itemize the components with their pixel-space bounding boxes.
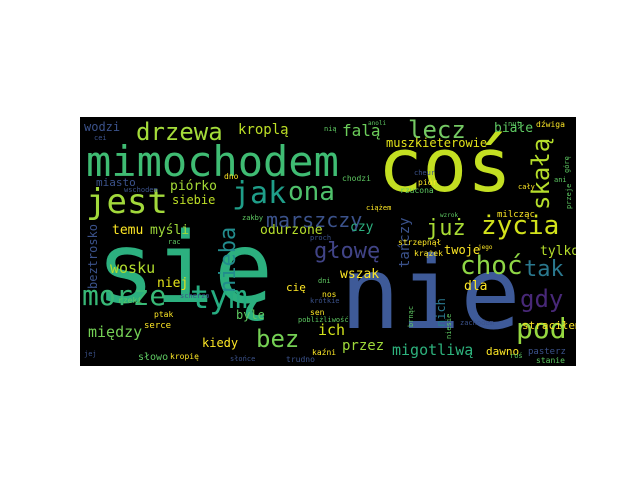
word-nie: nie xyxy=(340,235,521,352)
word-kropla: kroplą xyxy=(238,122,289,138)
word-pior: piór xyxy=(418,178,438,187)
word-cei: cei xyxy=(94,134,107,142)
word-tak: tak xyxy=(524,257,564,282)
word-siebie: siebie xyxy=(172,193,216,207)
word-nut: nut xyxy=(508,120,521,128)
word-wzrok: wzrok xyxy=(440,212,459,219)
word-przeje: przeje xyxy=(565,183,573,209)
word-serce: serce xyxy=(144,321,172,331)
word-tym: tym xyxy=(190,278,248,316)
word-migotliwa: migotliwą xyxy=(392,341,474,359)
word-pod: pod xyxy=(516,312,567,345)
word-temu: temu xyxy=(112,223,144,238)
word-chocc: choć xyxy=(460,251,523,281)
word-anoli: anoli xyxy=(368,120,387,127)
word-miasto: miasto xyxy=(96,176,136,189)
word-stanie: stanie xyxy=(536,356,565,365)
word-kiedy: kiedy xyxy=(202,336,239,350)
word-czy: czy xyxy=(350,220,374,235)
word-proch: proch xyxy=(310,234,332,242)
word-pasterz: pasterz xyxy=(528,347,566,357)
word-dni: dni xyxy=(318,277,331,285)
word-dzwiga: dźwiga xyxy=(536,120,565,129)
word-skala: skałą xyxy=(527,137,555,210)
word-jego: jego xyxy=(478,244,493,251)
word-nieba: nieba xyxy=(216,226,241,293)
word-cie: cię xyxy=(286,281,306,294)
word-mysli: myśli xyxy=(150,223,190,238)
word-slonce: słońce xyxy=(230,355,256,363)
word-wschodem: wschodem xyxy=(124,186,158,194)
word-biale: białe xyxy=(494,121,534,136)
word-ptak: ptak xyxy=(154,310,174,319)
word-fala: falą xyxy=(342,121,381,140)
word-jak: jak xyxy=(232,176,287,211)
word-zycia: życia xyxy=(481,211,560,241)
word-ich: ich xyxy=(318,321,346,339)
word-wodzi: wodzi xyxy=(84,120,121,134)
word-ciazem: ciążem xyxy=(366,204,392,212)
word-twoje: twoje xyxy=(444,243,481,257)
word-juz: już xyxy=(426,216,466,241)
word-ani: ani xyxy=(554,176,567,184)
word-jej: jej xyxy=(84,350,97,358)
word-krazek: krążek xyxy=(414,249,443,258)
word-nia: nią xyxy=(324,125,337,133)
word-milczac: milcząc xyxy=(497,210,535,220)
word-ros: roś xyxy=(510,352,523,360)
word-caly: cały xyxy=(518,183,535,191)
word-przez: przez xyxy=(342,338,385,354)
word-jest: jest xyxy=(86,182,168,222)
word-niesie: niesie xyxy=(445,313,453,339)
word-bez: bez xyxy=(256,325,300,353)
word-kropie: kropię xyxy=(170,352,199,361)
word-zakby: zakby xyxy=(242,214,264,222)
word-gore: górę xyxy=(563,156,571,173)
word-nos: nos xyxy=(322,290,337,299)
word-drzewa: drzewa xyxy=(136,118,223,146)
word-odurzone: odurzone xyxy=(260,223,323,238)
word-rzeki: rzeki xyxy=(118,296,143,305)
word-wosku: wosku xyxy=(110,259,156,277)
word-mimochodem: mimochodem xyxy=(86,137,339,186)
word-cheur: cheur xyxy=(414,169,436,177)
word-ona: ona xyxy=(288,177,335,207)
word-sie: się xyxy=(96,212,274,326)
word-beztrosko: beztrosko xyxy=(86,223,100,289)
word-gdy: gdy xyxy=(520,285,564,313)
word-strzepnal: strzepnął xyxy=(398,238,442,247)
word-marszczy: marszczy xyxy=(266,208,363,232)
word-tylko: tylko xyxy=(540,244,576,259)
word-dla: dla xyxy=(464,279,488,294)
word-morze: morze xyxy=(82,279,167,312)
word-rac: rac xyxy=(168,238,181,246)
word-wszak: wszak xyxy=(340,267,380,282)
word-dawno: dawno xyxy=(486,345,520,358)
word-zachodem: zachodem xyxy=(460,319,494,327)
word-piorko: piórko xyxy=(170,179,217,194)
word-cos: coś xyxy=(378,123,512,209)
word-glowe: głowę xyxy=(314,239,381,264)
word-byle: byle xyxy=(236,308,265,322)
word-kazni: kaźni xyxy=(312,348,337,357)
word-scherzo: scherzo xyxy=(180,292,210,300)
word-stracilem: straciłem xyxy=(522,319,576,332)
word-krotkie: krótkie xyxy=(310,297,340,305)
word-brnac: brnąc xyxy=(407,305,415,327)
word-niej: niej xyxy=(157,276,189,291)
word-miedzy: między xyxy=(88,323,143,341)
word-sen: sen xyxy=(310,308,325,317)
word-pobliz: pobliżliwość xyxy=(298,316,349,324)
word-muszkieterowie: muszkieterowie xyxy=(386,136,488,150)
word-trudno: trudno xyxy=(286,355,315,364)
word-slowo: słowo xyxy=(138,352,169,363)
word-dno: dno xyxy=(224,172,239,181)
word-lecz: lecz xyxy=(408,117,466,144)
word-rzucona: rzucona xyxy=(400,186,434,195)
word-cloud: się nie coś mimochodem jest drzewa jak o… xyxy=(80,117,576,366)
word-chodzi: chodzi xyxy=(342,174,371,183)
